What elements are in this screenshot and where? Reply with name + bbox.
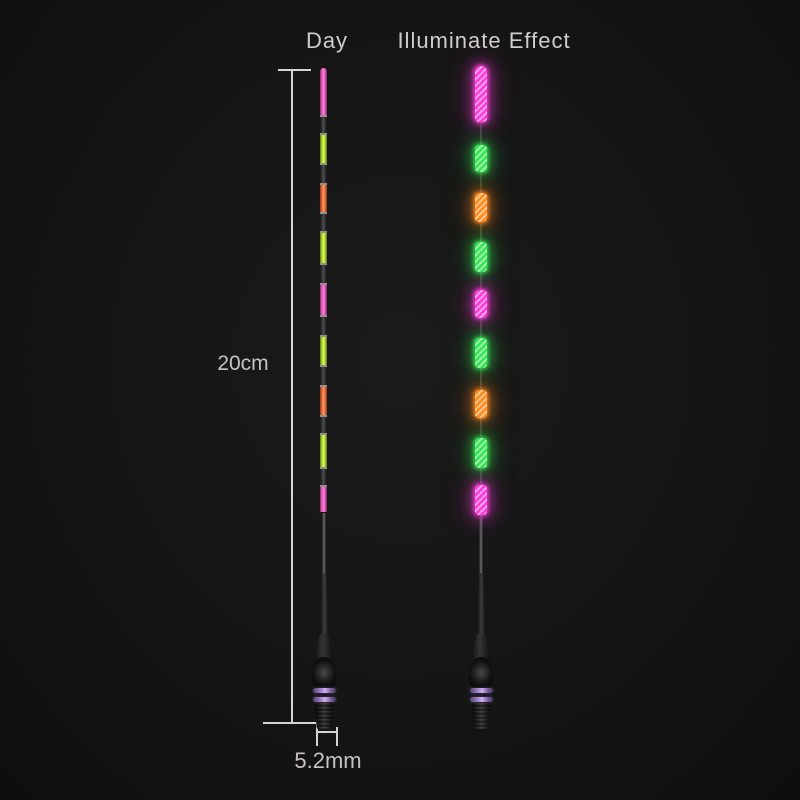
- day-antenna-segment-sep: [320, 263, 327, 285]
- length-measure-vertical-line: [291, 69, 293, 724]
- illuminated-segment-green: [475, 438, 487, 468]
- day-antenna-segment-orange: [320, 387, 327, 415]
- day-antenna-segment-sep: [320, 212, 327, 233]
- day-antenna-segment-sep: [320, 163, 327, 185]
- day-antenna-segment-green: [320, 135, 327, 163]
- float-stem-taper: [476, 573, 486, 635]
- illuminated-segment-orange: [475, 390, 487, 418]
- illuminate-mode-label: Illuminate Effect: [397, 28, 571, 53]
- illuminated-segment-magenta: [475, 290, 487, 318]
- illuminate-float-antenna: [475, 0, 487, 800]
- length-measurement-label: 20cm: [217, 352, 269, 375]
- day-antenna-segment-pink: [320, 68, 327, 115]
- day-antenna-segment-green: [320, 233, 327, 263]
- purple-ring: [469, 697, 493, 702]
- day-antenna-segment-sep: [320, 415, 327, 435]
- purple-ring: [312, 697, 336, 702]
- float-foot-ribbed: [314, 703, 334, 729]
- illuminated-segment-green: [475, 242, 487, 272]
- float-body-cone: [313, 634, 335, 660]
- float-stem-thin: [479, 513, 483, 574]
- day-antenna-segment-pink: [320, 285, 327, 315]
- day-antenna-segment-sep: [320, 115, 327, 135]
- day-antenna-segment-orange: [320, 185, 327, 212]
- illuminate-float-core-wire: [480, 118, 482, 518]
- float-stem-taper: [319, 573, 329, 635]
- width-measure-right-tick: [336, 727, 338, 746]
- purple-ring: [469, 688, 493, 693]
- width-measure-line: [317, 731, 337, 733]
- day-antenna-segment-green: [320, 337, 327, 365]
- illuminated-segment-magenta: [475, 66, 487, 122]
- day-float-body: [312, 513, 336, 729]
- illuminated-segment-magenta: [475, 485, 487, 515]
- float-body-cone: [470, 634, 492, 660]
- float-body-bulge: [469, 657, 493, 691]
- day-float-antenna: [320, 68, 327, 512]
- illuminate-float-body: [469, 513, 493, 729]
- day-antenna-segment-sep: [320, 467, 327, 487]
- illuminated-segment-green: [475, 338, 487, 368]
- day-antenna-segment-sep: [320, 365, 327, 387]
- illuminated-segment-green: [475, 145, 487, 172]
- length-measure-bottom-line: [263, 722, 316, 724]
- float-body-bulge: [312, 657, 336, 691]
- length-measure-top-tick: [278, 69, 311, 71]
- day-antenna-segment-pink: [320, 487, 327, 512]
- float-foot-ribbed: [471, 703, 491, 729]
- day-antenna-segment-sep: [320, 315, 327, 337]
- float-stem-thin: [322, 513, 326, 574]
- purple-ring: [312, 688, 336, 693]
- width-measurement-label: 5.2mm: [294, 748, 362, 773]
- width-measure-left-tick: [316, 722, 318, 746]
- day-mode-label: Day: [305, 28, 349, 53]
- illuminated-segment-orange: [475, 193, 487, 222]
- day-antenna-segment-green: [320, 435, 327, 467]
